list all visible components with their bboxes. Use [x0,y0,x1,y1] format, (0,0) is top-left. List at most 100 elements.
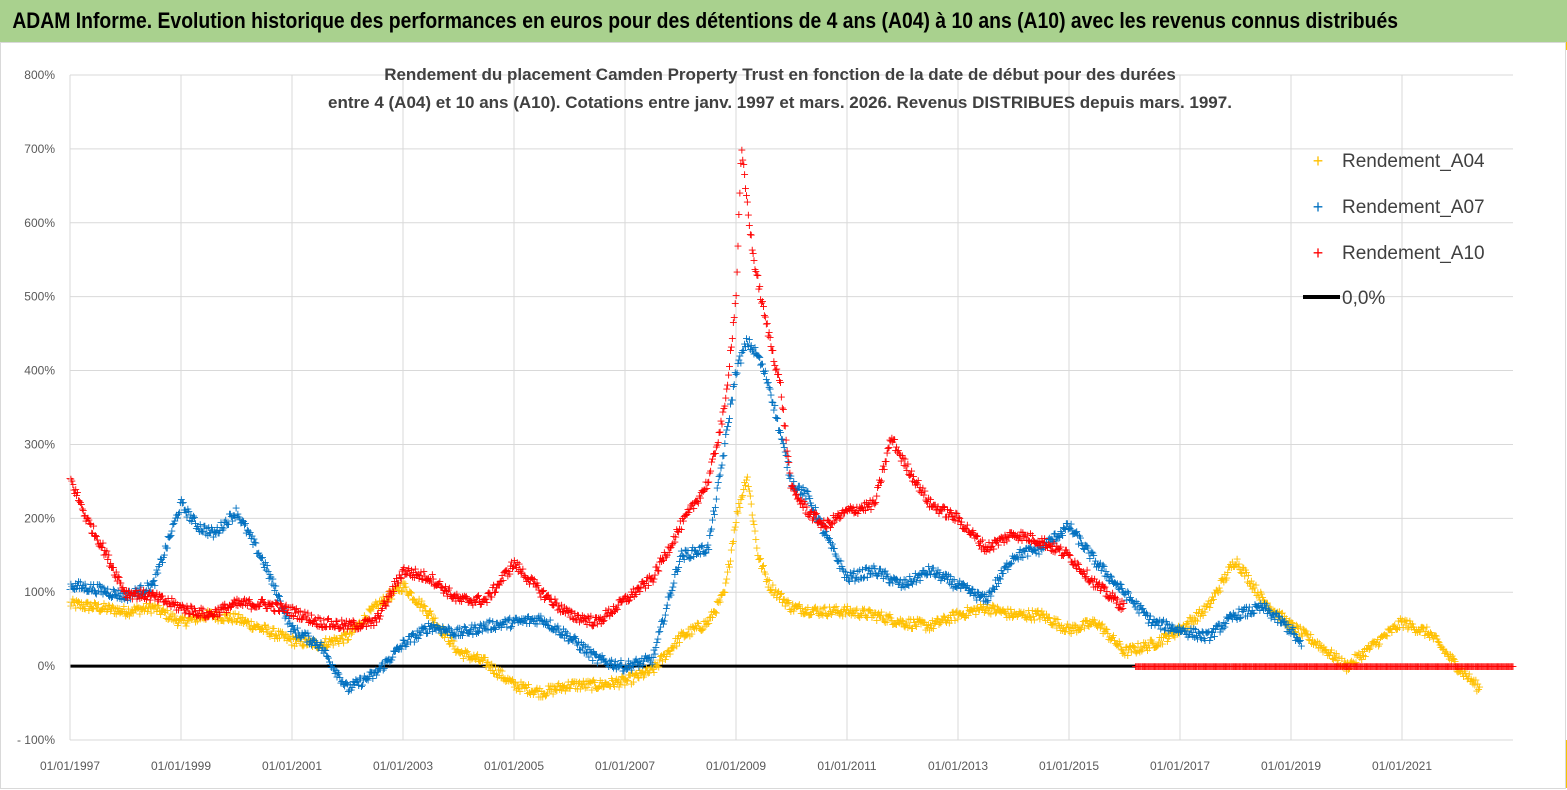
point-a04: + [715,596,724,609]
point-a04: + [416,598,425,611]
point-a04: + [1290,625,1299,638]
point-a04: + [1382,629,1391,642]
point-a04: + [224,614,233,627]
point-a04: + [1471,673,1480,686]
point-a04: + [1244,569,1253,582]
point-a04: + [666,642,675,655]
point-a04: + [577,678,586,691]
point-a04: + [1009,610,1018,623]
point-a04: + [84,604,93,617]
point-a07: + [277,601,286,614]
point-a04: + [1134,644,1143,657]
point-a04: + [143,605,152,618]
point-a04: + [1110,634,1119,647]
point-a04: + [464,650,473,663]
point-a04: + [348,620,357,633]
point-a04: + [1442,645,1451,658]
point-a04: + [474,654,483,667]
point-a07: + [225,508,234,521]
point-a04: + [1449,652,1458,665]
point-a04: + [441,628,450,641]
point-a04: + [961,611,970,624]
point-a04: + [760,566,769,579]
point-a04: + [254,620,263,633]
point-a04: + [181,620,190,633]
point-a07: + [247,530,256,543]
point-a07: + [185,514,194,527]
point-a04: + [280,630,289,643]
point-a04: + [238,611,247,624]
point-a04: + [1146,634,1155,647]
point-a04: + [776,588,785,601]
point-a04: + [840,601,849,614]
point-a04: + [148,600,157,613]
point-a04: + [350,623,359,636]
point-a04: + [1176,625,1185,638]
point-a04: + [1400,614,1409,627]
point-a07: + [218,524,227,537]
point-a04: + [347,628,356,641]
point-a04: + [1474,683,1483,696]
point-a07: + [174,507,183,520]
point-a04: + [204,606,213,619]
point-a04: + [819,602,828,615]
point-a04: + [336,632,345,645]
point-a04: + [649,666,658,679]
point-a04: + [1443,647,1452,660]
point-a07: + [366,666,375,679]
point-a04: + [251,621,260,634]
point-a04: + [580,677,589,690]
point-a04: + [1410,623,1419,636]
point-a04: + [240,615,249,628]
point-a04: + [622,675,631,688]
point-a04: + [1164,632,1173,645]
point-a04: + [1088,613,1097,626]
x-tick-label: 01/01/2003 [373,759,433,773]
point-a07: + [350,676,359,689]
point-a04: + [1371,638,1380,651]
point-a04: + [862,610,871,623]
point-a04: + [510,681,519,694]
point-a10: + [717,417,726,430]
point-a04: + [312,640,321,653]
point-a04: + [1039,608,1048,621]
point-a07: + [123,594,132,607]
point-a04: + [1454,665,1463,678]
point-a04: + [394,584,403,597]
point-a04: + [779,593,788,606]
point-a04: + [1453,666,1462,679]
point-a04: + [904,613,913,626]
point-a04: + [213,615,222,628]
point-a04: + [1002,611,1011,624]
point-a04: + [1334,651,1343,664]
point-a07: + [199,520,208,533]
point-a04: + [327,633,336,646]
point-a07: + [183,502,192,515]
point-a07: + [198,526,207,539]
point-a07: + [190,511,199,524]
point-a04: + [320,635,329,648]
point-a04: + [507,675,516,688]
point-a04: + [428,613,437,626]
point-a04: + [531,684,540,697]
point-a04: + [1449,653,1458,666]
point-a04: + [1459,670,1468,683]
point-a07: + [355,672,364,685]
point-a04: + [449,635,458,648]
point-a04: + [766,583,775,596]
point-a04: + [1274,612,1283,625]
point-a04: + [1396,612,1405,625]
point-a04: + [375,595,384,608]
point-a07: + [273,593,282,606]
point-a04: + [571,682,580,695]
point-a04: + [1140,640,1149,653]
point-a04: + [317,637,326,650]
point-a07: + [163,542,172,555]
point-a04: + [597,676,606,689]
point-a07: + [152,563,161,576]
point-a04: + [232,615,241,628]
point-a04: + [95,605,104,618]
point-a07: + [264,572,273,585]
point-a04: + [259,625,268,638]
point-a04: + [1165,624,1174,637]
